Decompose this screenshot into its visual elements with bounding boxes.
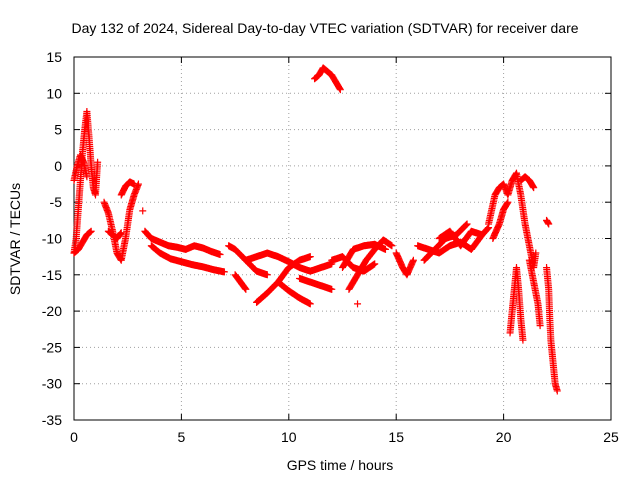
- data-point: [241, 284, 249, 292]
- data-point: [116, 230, 124, 238]
- y-tick-label: -15: [42, 267, 62, 283]
- data-point: [503, 199, 511, 207]
- data-point: [306, 300, 314, 308]
- data-point: [306, 253, 314, 261]
- x-tick-label: 5: [178, 429, 186, 445]
- data-point: [139, 207, 147, 215]
- data-point: [483, 225, 491, 233]
- data-point: [532, 249, 540, 257]
- data-point: [336, 85, 344, 93]
- data-point: [87, 227, 95, 235]
- data-point: [354, 300, 362, 308]
- x-tick-label: 25: [603, 429, 619, 445]
- data-point: [381, 245, 389, 253]
- y-tick-label: 15: [46, 49, 62, 65]
- data-point: [216, 250, 224, 258]
- data-point: [371, 260, 379, 268]
- y-tick-label: -20: [42, 303, 62, 319]
- data-point: [86, 228, 94, 236]
- data-point: [328, 285, 336, 293]
- y-tick-label: -5: [50, 194, 63, 210]
- x-tick-label: 20: [496, 429, 512, 445]
- data-point: [242, 285, 250, 293]
- data-point: [117, 229, 125, 237]
- x-tick-label: 15: [388, 429, 404, 445]
- chart-title: Day 132 of 2024, Sidereal Day-to-day VTE…: [71, 20, 578, 36]
- y-tick-label: -10: [42, 231, 62, 247]
- data-point: [220, 268, 228, 276]
- data-point: [409, 256, 417, 264]
- y-tick-label: 5: [54, 122, 62, 138]
- data-point: [94, 158, 102, 166]
- data-point: [241, 284, 249, 292]
- x-axis-label: GPS time / hours: [287, 457, 394, 473]
- y-tick-label: 10: [46, 85, 62, 101]
- data-point: [117, 230, 125, 238]
- data-point: [130, 180, 138, 188]
- data-point: [463, 220, 471, 228]
- data-point: [553, 387, 561, 395]
- data-points: [70, 64, 561, 395]
- data-point: [536, 322, 544, 330]
- data-point: [388, 242, 396, 250]
- data-point: [86, 228, 94, 236]
- data-point: [462, 221, 470, 229]
- data-point: [530, 184, 538, 192]
- grid-lines: [74, 57, 611, 420]
- data-point: [545, 220, 553, 228]
- y-axis-label: SDTVAR / TECUs: [7, 183, 23, 295]
- y-tick-label: -35: [42, 412, 62, 428]
- data-point: [504, 198, 512, 206]
- data-point: [519, 336, 527, 344]
- y-tick-label: 0: [54, 158, 62, 174]
- x-tick-label: 10: [281, 429, 297, 445]
- data-point: [263, 271, 271, 279]
- axis-ticks: 0 5 10 15 20 25 -35 -30 -25 -20 -15 -10 -5 0 5 10 15: [42, 49, 619, 445]
- data-point: [336, 86, 344, 94]
- data-point: [484, 224, 492, 232]
- data-point: [83, 173, 91, 181]
- y-tick-label: -25: [42, 339, 62, 355]
- x-tick-label: 0: [70, 429, 78, 445]
- data-point: [478, 231, 486, 239]
- y-tick-label: -30: [42, 376, 62, 392]
- data-point: [462, 221, 470, 229]
